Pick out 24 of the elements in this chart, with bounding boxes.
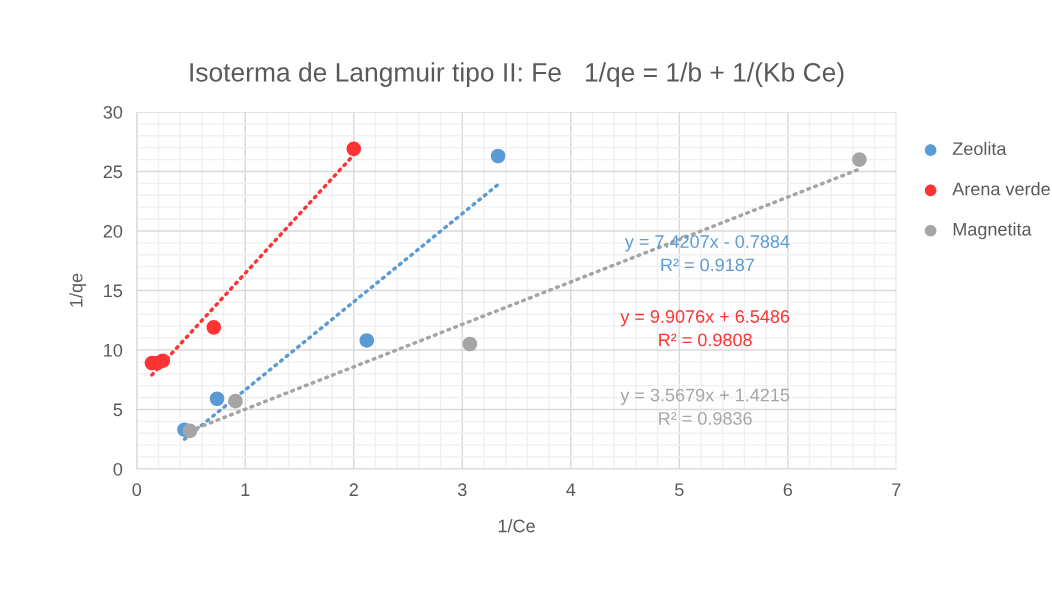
legend-label: Arena verde xyxy=(952,182,1050,196)
annotation: y = 9.9076x + 6.5486 R² = 0.9808 xyxy=(620,310,790,347)
x-tick-label: 3 xyxy=(457,483,467,497)
y-tick-label: 10 xyxy=(104,343,123,357)
x-tick-label: 4 xyxy=(566,483,576,496)
x-tick-label: 0 xyxy=(132,483,142,497)
y-tick-label: 30 xyxy=(103,105,123,119)
y-tick-label: 25 xyxy=(103,165,123,179)
x-tick-label: 7 xyxy=(892,483,901,496)
y-axis-title: 1/qe xyxy=(69,273,87,307)
x-tick-label: 2 xyxy=(349,483,358,496)
y-tick-label: 0 xyxy=(113,462,123,476)
y-tick-label: 20 xyxy=(103,224,123,238)
legend-label: Magnetita xyxy=(953,222,1032,240)
legend-label: Zeolita xyxy=(952,141,1007,156)
x-axis-title: 1/Ce xyxy=(498,519,535,533)
y-tick-label: 5 xyxy=(113,403,123,417)
x-tick-label: 5 xyxy=(674,483,684,497)
annotation: y = 3.5679x + 1.4215 R² = 0.9836 xyxy=(620,388,790,425)
x-tick-label: 1 xyxy=(241,483,250,496)
y-tick-label: 15 xyxy=(104,284,123,298)
x-tick-label: 6 xyxy=(783,483,793,497)
annotation: y = 7.4207x - 0.7884 R² = 0.9187 xyxy=(624,235,790,272)
chart-title: Isoterma de Langmuir tipo II: Fe 1/qe = 1/b + 1/(Kb Ce) xyxy=(190,62,844,87)
